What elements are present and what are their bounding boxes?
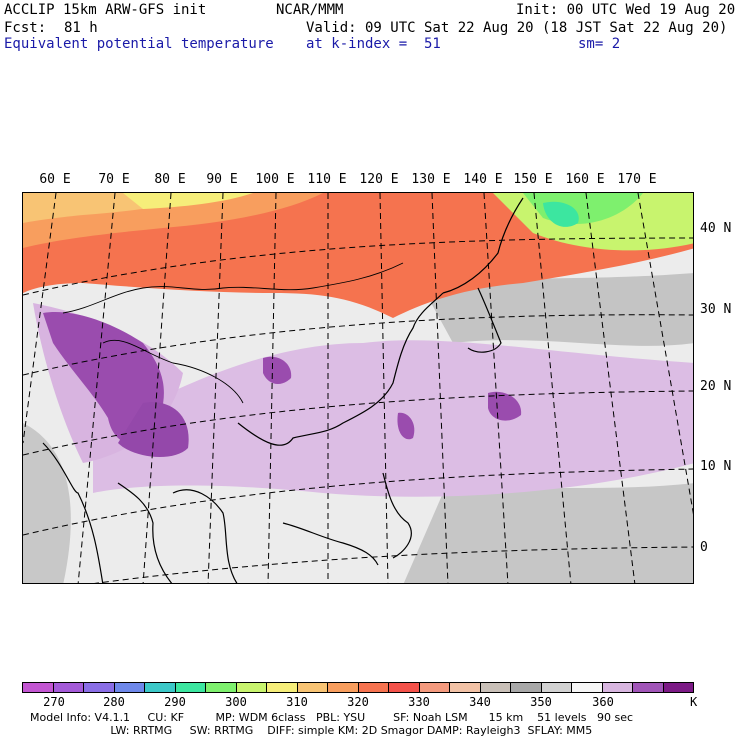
colorbar-tick-label: 350 [530,695,552,709]
colorbar [22,682,694,693]
high-theta-e-core [118,402,189,458]
colorbar-swatch [358,683,389,692]
valid-time: Valid: 09 UTC Sat 22 Aug 20 (18 JST Sat … [306,20,728,36]
smoothing-value: sm= 2 [578,36,621,52]
lon-label: 70 E [98,172,130,187]
high-theta-e-core [488,391,522,421]
model-title: ACCLIP 15km ARW-GFS init [4,2,207,18]
longitude-grid [23,193,693,583]
lon-label: 100 E [255,172,295,187]
lon-label: 90 E [206,172,238,187]
high-theta-e-core [263,356,292,385]
colorbar-tick-label: 310 [286,695,308,709]
lon-label: 60 E [39,172,71,187]
lon-label: 80 E [154,172,186,187]
colorbar-tick-label: 280 [103,695,125,709]
warm-band [123,193,253,209]
lavender-field [93,340,693,497]
country-borders [62,262,404,404]
lon-label: 120 E [359,172,399,187]
forecast-hour: 81 h [64,20,98,36]
colorbar-swatch [663,683,693,692]
colorbar-swatch [541,683,572,692]
colorbar-swatch [236,683,267,692]
colorbar-swatch [480,683,511,692]
model-info-line-2: LW: RRTMG SW: RRTMG DIFF: simple KM: 2D … [30,724,593,737]
forecast-label: Fcst: [4,20,47,36]
colorbar-swatch [23,683,54,692]
colorbar-swatch [328,683,359,692]
high-theta-e-core [397,412,415,440]
colorbar-tick-label: 300 [225,695,247,709]
colorbar-swatch [389,683,420,692]
lat-label: 30 N [700,302,732,317]
latitude-grid [23,237,693,583]
coastlines [42,197,524,583]
colorbar-swatch [633,683,664,692]
colorbar-swatch [450,683,481,692]
colorbar-tick-label: 320 [347,695,369,709]
colorbar-tick-label: 360 [592,695,614,709]
lat-label: 20 N [700,379,732,394]
colorbar-swatch [175,683,206,692]
colorbar-tick-label: 340 [469,695,491,709]
lon-label: 150 E [513,172,553,187]
lon-label: 110 E [307,172,347,187]
lon-label: 140 E [463,172,503,187]
colorbar-swatch [84,683,115,692]
colorbar-swatch [511,683,542,692]
colorbar-swatch [114,683,145,692]
colorbar-swatch [145,683,176,692]
lon-label: 130 E [411,172,451,187]
map-canvas [23,193,693,583]
colorbar-swatch [206,683,237,692]
model-info-line-1: Model Info: V4.1.1 CU: KF MP: WDM 6class… [30,711,634,724]
lon-label: 170 E [617,172,657,187]
theta-e-map [22,192,694,584]
colorbar-swatch [602,683,633,692]
gray-field [403,483,693,583]
colorbar-swatch [297,683,328,692]
colorbar-tick-label: 270 [43,695,65,709]
init-time: Init: 00 UTC Wed 19 Aug 20 [516,2,736,18]
vertical-level: at k-index = 51 [306,36,441,52]
colorbar-swatch [267,683,298,692]
colorbar-swatch [419,683,450,692]
lat-label: 10 N [700,459,732,474]
colorbar-tick-label: 290 [164,695,186,709]
cold-air [543,201,579,227]
field-name: Equivalent potential temperature [4,36,274,52]
lon-label: 160 E [565,172,605,187]
colorbar-swatch [53,683,84,692]
lat-label: 40 N [700,221,732,236]
gray-field [423,273,693,346]
colorbar-swatch [572,683,603,692]
lat-label: 0 [700,540,708,555]
organization: NCAR/MMM [276,2,344,18]
colorbar-unit: K [690,695,698,709]
colorbar-tick-label: 330 [408,695,430,709]
